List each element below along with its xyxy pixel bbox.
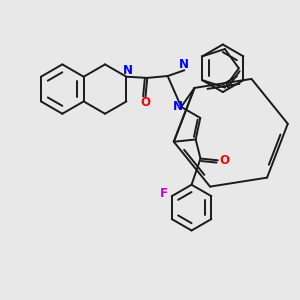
Text: O: O bbox=[140, 96, 150, 110]
Text: F: F bbox=[159, 187, 167, 200]
Text: N: N bbox=[172, 100, 183, 113]
Text: N: N bbox=[179, 58, 189, 71]
Text: N: N bbox=[123, 64, 133, 77]
Text: O: O bbox=[219, 154, 229, 167]
